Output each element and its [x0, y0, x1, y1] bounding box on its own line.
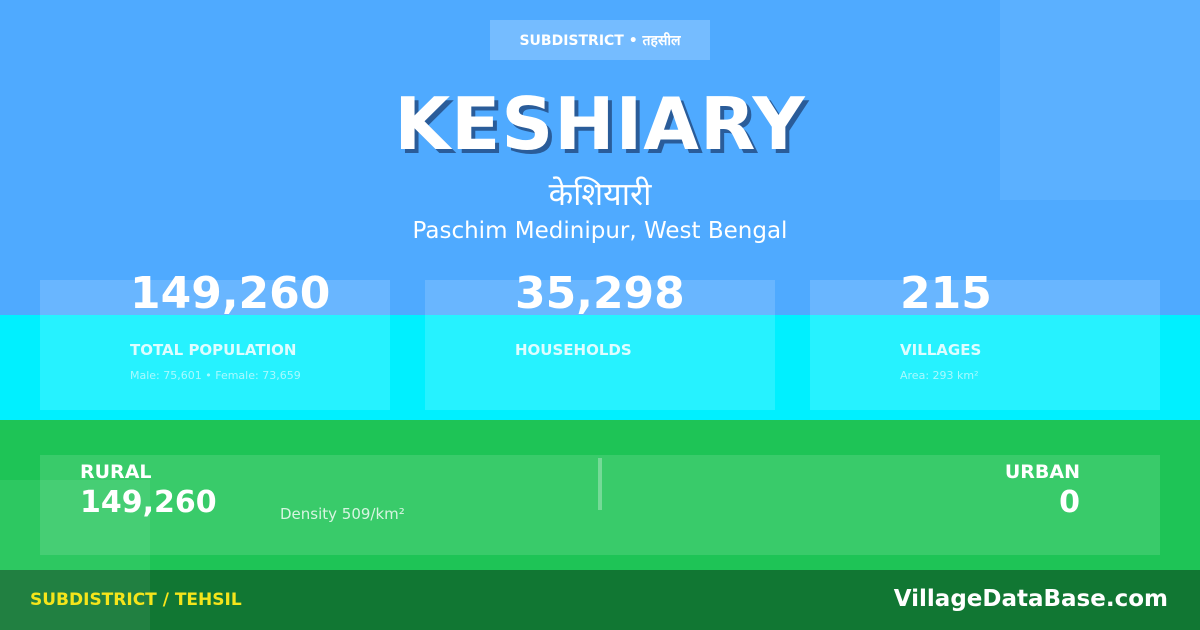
- decorative-square: [1000, 0, 1200, 200]
- stat-card-households: 35,298 HOUSEHOLDS: [425, 268, 775, 410]
- divider: [598, 458, 602, 510]
- stat-card-population: 149,260 TOTAL POPULATION Male: 75,601 • …: [40, 268, 390, 410]
- footer-band: [0, 570, 1200, 630]
- stat-card-villages: 215 VILLAGES Area: 293 km²: [810, 268, 1160, 410]
- stats-band: [0, 315, 1200, 420]
- urban-value: 0: [1059, 485, 1080, 520]
- stat-value: 215: [900, 268, 992, 319]
- stat-value: 149,260: [130, 268, 331, 319]
- location: Paschim Medinipur, West Bengal: [412, 218, 788, 244]
- stat-sub: Male: 75,601 • Female: 73,659: [130, 369, 301, 382]
- stat-label: TOTAL POPULATION: [130, 341, 297, 359]
- decorative-square: [0, 480, 150, 630]
- stat-label: HOUSEHOLDS: [515, 341, 632, 359]
- stat-value: 35,298: [515, 268, 685, 319]
- stat-label: VILLAGES: [900, 341, 982, 359]
- rural-urban-band: [0, 420, 1200, 570]
- page-title: KESHIARY: [394, 82, 806, 166]
- rural-label: RURAL: [80, 461, 152, 483]
- footer-category: SUBDISTRICT / TEHSIL: [30, 590, 242, 610]
- header-band: [0, 0, 1200, 315]
- rural-value: 149,260: [80, 485, 217, 520]
- rural-urban-panel: RURAL 149,260 Density 509/km² URBAN 0: [40, 455, 1160, 555]
- page-title-hindi: केशियारी: [548, 175, 652, 213]
- stat-sub: Area: 293 km²: [900, 369, 979, 382]
- site-link[interactable]: VillageDataBase.com: [893, 586, 1168, 612]
- type-badge: SUBDISTRICT • तहसील: [490, 20, 710, 60]
- density: Density 509/km²: [280, 505, 405, 523]
- urban-label: URBAN: [1004, 461, 1080, 483]
